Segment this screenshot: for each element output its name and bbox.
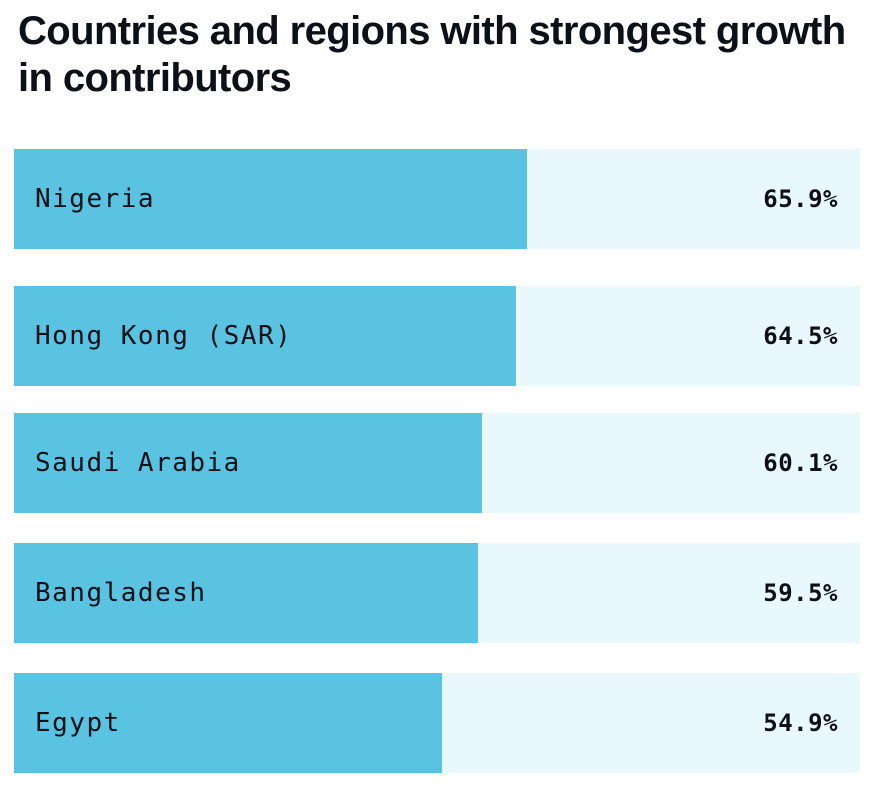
bar-value-bangladesh: 59.5% <box>763 579 838 607</box>
bar-label-hong-kong: Hong Kong (SAR) <box>35 321 293 351</box>
bar-value-egypt: 54.9% <box>763 709 838 737</box>
bar-value-hong-kong: 64.5% <box>763 322 838 350</box>
bar-label-saudi-arabia: Saudi Arabia <box>35 448 241 478</box>
bar-hong-kong <box>14 286 516 386</box>
chart-title: Countries and regions with strongest gro… <box>18 9 846 100</box>
bar-label-egypt: Egypt <box>35 708 121 738</box>
bar-row-nigeria: Nigeria 65.9% <box>14 149 860 249</box>
bar-label-bangladesh: Bangladesh <box>35 578 207 608</box>
bar-chart: Nigeria 65.9% Hong Kong (SAR) 64.5% Saud… <box>14 0 860 790</box>
bar-saudi-arabia <box>14 413 482 513</box>
bar-row-hong-kong: Hong Kong (SAR) 64.5% <box>14 286 860 386</box>
bar-value-nigeria: 65.9% <box>763 185 838 213</box>
bar-row-egypt: Egypt 54.9% <box>14 673 860 773</box>
bar-nigeria <box>14 149 527 249</box>
bar-row-saudi-arabia: Saudi Arabia 60.1% <box>14 413 860 513</box>
bar-row-bangladesh: Bangladesh 59.5% <box>14 543 860 643</box>
bar-egypt <box>14 673 442 773</box>
bar-label-nigeria: Nigeria <box>35 184 156 214</box>
bar-value-saudi-arabia: 60.1% <box>763 449 838 477</box>
bar-bangladesh <box>14 543 478 643</box>
